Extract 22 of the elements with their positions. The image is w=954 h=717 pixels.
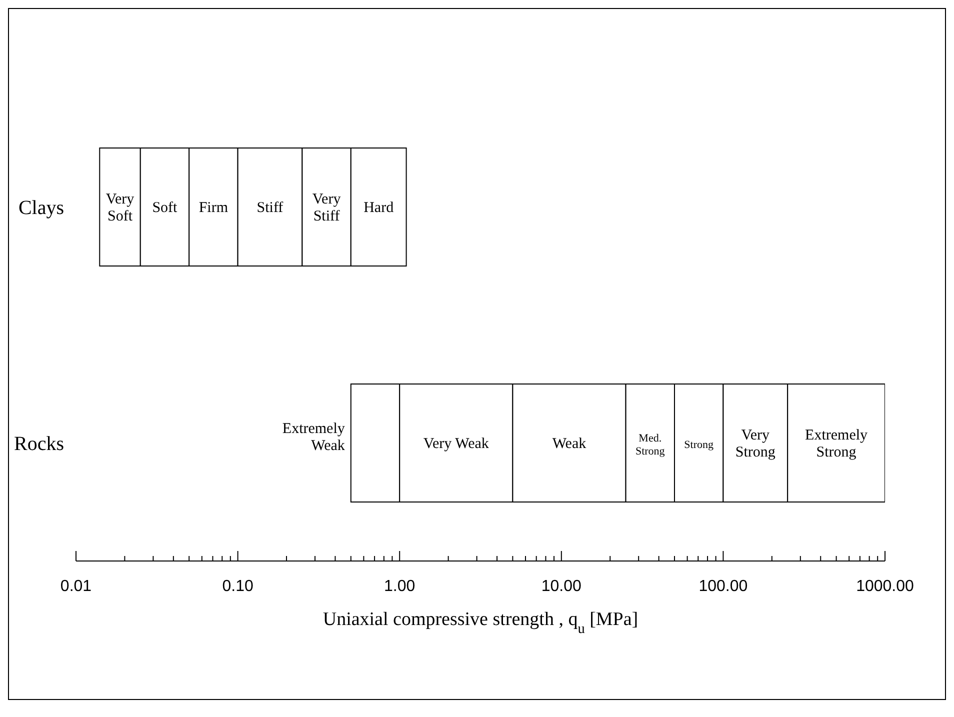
series-label: Weak [552, 436, 587, 452]
series-label: Extremely Weak [282, 421, 346, 454]
series-label: Very Soft [106, 192, 135, 224]
series-label: Strong [684, 439, 714, 451]
series-label: Med. Strong [635, 432, 666, 458]
x-tick-label: 0.10 [222, 578, 254, 595]
x-tick-label: 100.00 [698, 578, 748, 595]
x-tick-label: 1.00 [384, 578, 416, 595]
series-label: Stiff [256, 200, 284, 216]
y-tick-label: Rocks [14, 433, 64, 455]
x-tick-label: 10.00 [541, 578, 582, 595]
y-tick-label: Clays [18, 197, 64, 219]
series-label: Soft [152, 200, 178, 216]
series-label: Very Weak [423, 436, 490, 452]
x-tick-label: 0.01 [60, 578, 92, 595]
series-label: Hard [364, 200, 394, 216]
series-label: Firm [198, 200, 228, 216]
series-label: Extremely Strong [805, 428, 868, 460]
x-axis-title: Uniaxial compressive strength , q$_{u}$ [MPa] [322, 609, 638, 637]
x-tick-label: 1000.00 [856, 578, 914, 595]
series-label: Very Stiff [312, 192, 342, 224]
series-label: Very Strong [735, 428, 776, 460]
